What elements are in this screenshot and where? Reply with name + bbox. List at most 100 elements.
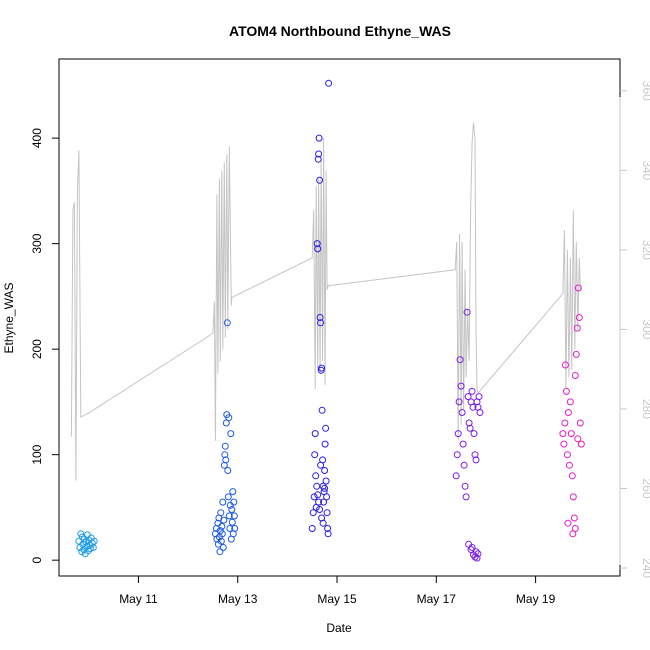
data-point — [221, 451, 229, 459]
data-point — [463, 308, 471, 316]
data-point — [316, 176, 324, 184]
data-point — [472, 456, 480, 464]
data-point — [222, 456, 230, 464]
data-point — [575, 314, 583, 321]
data-point — [309, 509, 317, 517]
right-y-tick-label: 320 — [640, 240, 650, 260]
data-point — [313, 240, 321, 248]
data-point — [464, 393, 472, 401]
data-point — [314, 245, 322, 253]
data-point — [310, 493, 318, 501]
data-point — [315, 150, 323, 158]
data-point — [224, 467, 232, 474]
data-point — [569, 493, 577, 501]
right-y-ticks: 240 260 280 300 320 340 360 — [620, 81, 650, 578]
data-point — [228, 518, 236, 526]
data-point — [571, 372, 579, 379]
right-y-tick-label: 240 — [640, 558, 650, 578]
data-point — [453, 451, 461, 459]
right-y-tick-label: 300 — [640, 319, 650, 339]
data-point — [469, 403, 477, 411]
data-point — [574, 435, 582, 443]
y-tick-label: 100 — [30, 444, 44, 464]
data-point — [568, 472, 576, 480]
data-point — [218, 522, 226, 530]
data-point — [231, 525, 239, 532]
data-point — [315, 498, 323, 506]
data-point — [560, 440, 568, 448]
ethyne-line — [70, 122, 581, 481]
data-point — [458, 409, 466, 416]
data-point — [461, 482, 469, 490]
data-point — [223, 319, 231, 327]
data-point — [308, 525, 316, 532]
data-point — [78, 548, 86, 556]
data-point — [475, 393, 483, 401]
data-point — [323, 493, 331, 501]
data-point — [314, 491, 322, 499]
data-point — [571, 525, 579, 532]
data-point — [563, 451, 571, 459]
data-point — [459, 440, 467, 448]
data-point — [460, 461, 468, 469]
data-point — [312, 472, 320, 480]
data-point — [316, 506, 324, 513]
data-point — [473, 554, 481, 562]
data-point — [561, 361, 569, 369]
data-point — [566, 398, 574, 406]
data-point — [564, 519, 572, 527]
data-point — [465, 419, 473, 427]
data-point — [230, 498, 238, 506]
data-point — [468, 544, 476, 551]
data-point — [321, 467, 329, 474]
data-point — [227, 430, 235, 438]
data-point — [572, 350, 580, 358]
data-point — [228, 506, 236, 513]
data-point — [317, 319, 325, 327]
data-point — [90, 537, 98, 545]
data-point — [573, 324, 581, 332]
data-point — [220, 516, 228, 524]
data-point — [321, 440, 329, 448]
data-point — [217, 537, 225, 545]
data-point — [318, 364, 326, 372]
data-point — [225, 414, 233, 422]
data-point — [564, 409, 572, 416]
data-point — [225, 512, 233, 520]
data-point — [230, 512, 238, 520]
data-point — [476, 409, 484, 416]
data-point — [313, 482, 321, 490]
x-tick-label: May 19 — [516, 592, 556, 606]
data-point — [574, 284, 582, 292]
data-point — [325, 79, 333, 87]
scatter-points — [75, 79, 585, 562]
data-point — [318, 406, 326, 414]
data-point — [565, 461, 573, 469]
x-axis-label: Date — [326, 621, 352, 635]
data-point — [474, 550, 482, 558]
data-point — [322, 477, 330, 485]
right-y-tick-label: 260 — [640, 478, 650, 498]
data-point — [323, 509, 331, 517]
y-tick-label: 300 — [30, 233, 44, 253]
data-point — [324, 530, 332, 538]
data-point — [319, 519, 327, 527]
data-point — [470, 430, 478, 438]
plot-area — [58, 58, 621, 577]
data-point — [577, 440, 585, 448]
data-point — [466, 424, 474, 432]
x-tick-label: May 15 — [317, 592, 357, 606]
x-tick-label: May 17 — [417, 592, 457, 606]
data-point — [472, 548, 480, 556]
y-axis-label: Ethyne_WAS — [2, 283, 16, 354]
data-point — [229, 488, 237, 496]
data-point — [562, 387, 570, 395]
data-point — [77, 530, 85, 538]
y-tick-label: 0 — [30, 557, 44, 564]
data-point — [322, 424, 330, 432]
data-point — [455, 398, 463, 406]
data-point — [462, 493, 470, 501]
data-point — [457, 382, 465, 390]
data-point — [219, 544, 227, 551]
